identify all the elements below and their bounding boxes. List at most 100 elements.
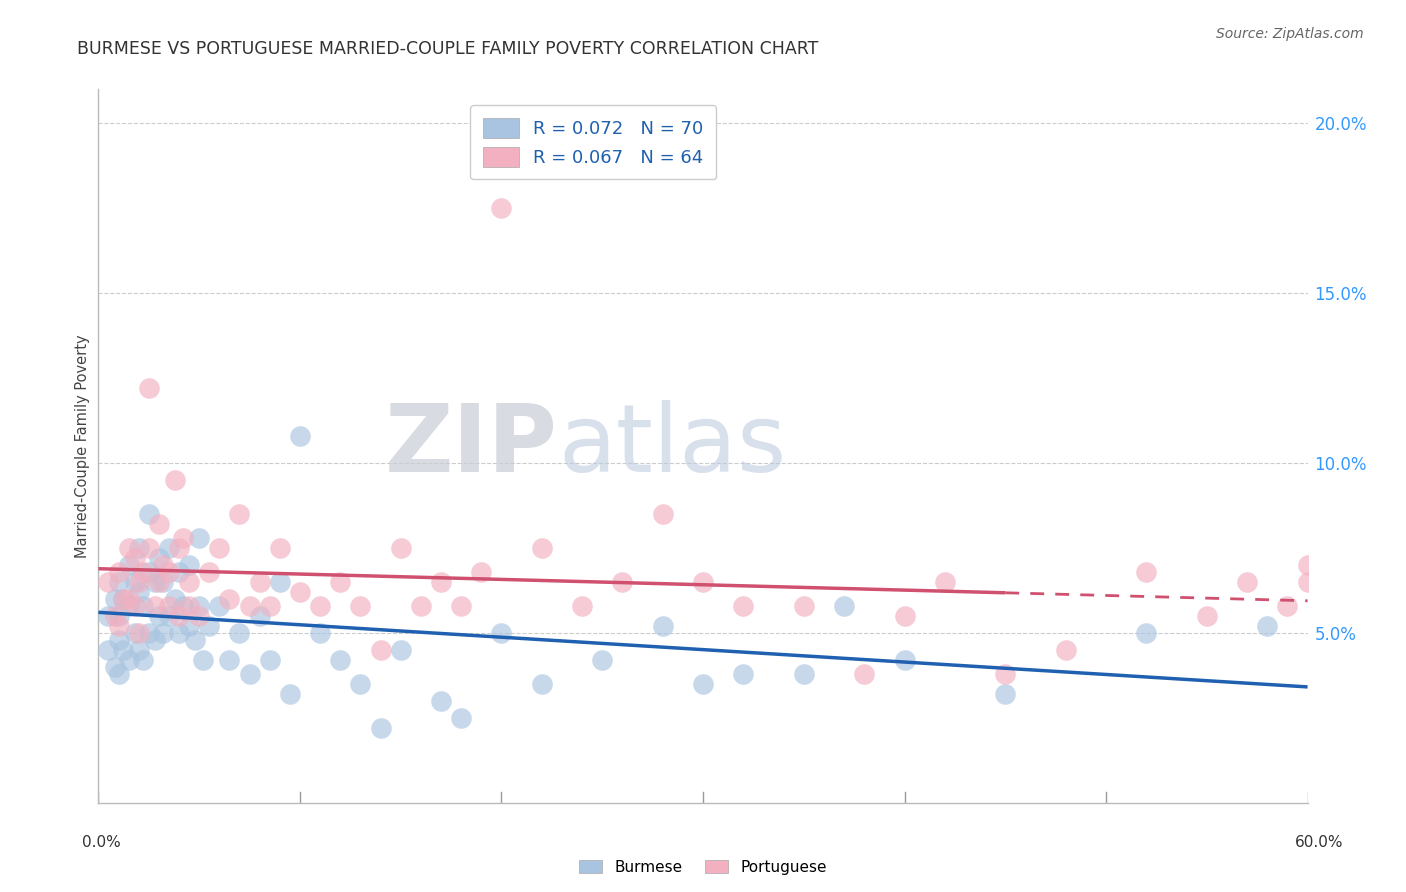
Point bbox=[124, 599, 146, 613]
Point bbox=[111, 591, 134, 606]
Text: atlas: atlas bbox=[558, 400, 786, 492]
Point bbox=[832, 599, 855, 613]
Point bbox=[184, 632, 207, 647]
Text: 0.0%: 0.0% bbox=[82, 836, 121, 850]
Point bbox=[103, 608, 125, 623]
Point bbox=[103, 591, 125, 606]
Point bbox=[208, 541, 231, 555]
Point bbox=[793, 599, 815, 613]
Point bbox=[1195, 608, 1218, 623]
Point bbox=[239, 666, 262, 681]
Text: BURMESE VS PORTUGUESE MARRIED-COUPLE FAMILY POVERTY CORRELATION CHART: BURMESE VS PORTUGUESE MARRIED-COUPLE FAM… bbox=[77, 40, 818, 58]
Point bbox=[148, 517, 170, 532]
Point bbox=[111, 591, 134, 606]
Point bbox=[198, 565, 221, 579]
Point bbox=[107, 632, 129, 647]
Point bbox=[269, 541, 291, 555]
Point bbox=[692, 677, 714, 691]
Point bbox=[208, 599, 231, 613]
Point bbox=[1054, 643, 1077, 657]
Point bbox=[1236, 574, 1258, 589]
Point bbox=[138, 626, 160, 640]
Point bbox=[179, 619, 201, 633]
Point bbox=[893, 653, 915, 667]
Point bbox=[138, 541, 160, 555]
Point bbox=[97, 608, 120, 623]
Point bbox=[1256, 619, 1278, 633]
Point bbox=[249, 608, 271, 623]
Point bbox=[124, 551, 146, 566]
Point bbox=[124, 574, 146, 589]
Point bbox=[148, 574, 170, 589]
Point bbox=[309, 599, 332, 613]
Point bbox=[157, 541, 180, 555]
Point bbox=[409, 599, 432, 613]
Point bbox=[450, 711, 472, 725]
Point bbox=[179, 574, 201, 589]
Point bbox=[138, 381, 160, 395]
Point bbox=[107, 666, 129, 681]
Point bbox=[934, 574, 956, 589]
Point bbox=[188, 599, 211, 613]
Point bbox=[152, 626, 174, 640]
Point bbox=[172, 599, 194, 613]
Point bbox=[132, 565, 155, 579]
Point bbox=[148, 551, 170, 566]
Point bbox=[172, 531, 194, 545]
Point bbox=[853, 666, 876, 681]
Point bbox=[107, 619, 129, 633]
Point bbox=[259, 599, 281, 613]
Point bbox=[793, 666, 815, 681]
Point bbox=[278, 687, 301, 701]
Point bbox=[198, 619, 221, 633]
Point bbox=[157, 565, 180, 579]
Point bbox=[288, 429, 311, 443]
Point bbox=[692, 574, 714, 589]
Point bbox=[309, 626, 332, 640]
Point bbox=[188, 531, 211, 545]
Point bbox=[163, 473, 186, 487]
Point bbox=[491, 201, 513, 215]
Point bbox=[118, 541, 141, 555]
Point bbox=[128, 574, 150, 589]
Point bbox=[470, 565, 492, 579]
Point bbox=[218, 653, 240, 667]
Point bbox=[157, 599, 180, 613]
Point bbox=[288, 585, 311, 599]
Point bbox=[118, 558, 141, 572]
Y-axis label: Married-Couple Family Poverty: Married-Couple Family Poverty bbox=[75, 334, 90, 558]
Point bbox=[167, 626, 190, 640]
Point bbox=[118, 653, 141, 667]
Point bbox=[138, 507, 160, 521]
Point bbox=[143, 574, 166, 589]
Point bbox=[269, 574, 291, 589]
Point bbox=[107, 574, 129, 589]
Point bbox=[994, 666, 1017, 681]
Point bbox=[128, 541, 150, 555]
Point bbox=[530, 541, 553, 555]
Point bbox=[193, 653, 215, 667]
Point bbox=[430, 574, 453, 589]
Point bbox=[128, 643, 150, 657]
Point bbox=[167, 565, 190, 579]
Point bbox=[132, 653, 155, 667]
Point bbox=[218, 591, 240, 606]
Point bbox=[259, 653, 281, 667]
Point bbox=[152, 574, 174, 589]
Point bbox=[228, 507, 250, 521]
Point bbox=[329, 574, 352, 589]
Point bbox=[111, 643, 134, 657]
Point bbox=[1135, 565, 1157, 579]
Point bbox=[994, 687, 1017, 701]
Point bbox=[132, 599, 155, 613]
Text: Source: ZipAtlas.com: Source: ZipAtlas.com bbox=[1216, 27, 1364, 41]
Point bbox=[167, 541, 190, 555]
Point bbox=[249, 574, 271, 589]
Point bbox=[228, 626, 250, 640]
Point bbox=[1296, 558, 1319, 572]
Point bbox=[349, 599, 371, 613]
Point bbox=[651, 507, 673, 521]
Point bbox=[733, 666, 755, 681]
Text: ZIP: ZIP bbox=[385, 400, 558, 492]
Point bbox=[143, 632, 166, 647]
